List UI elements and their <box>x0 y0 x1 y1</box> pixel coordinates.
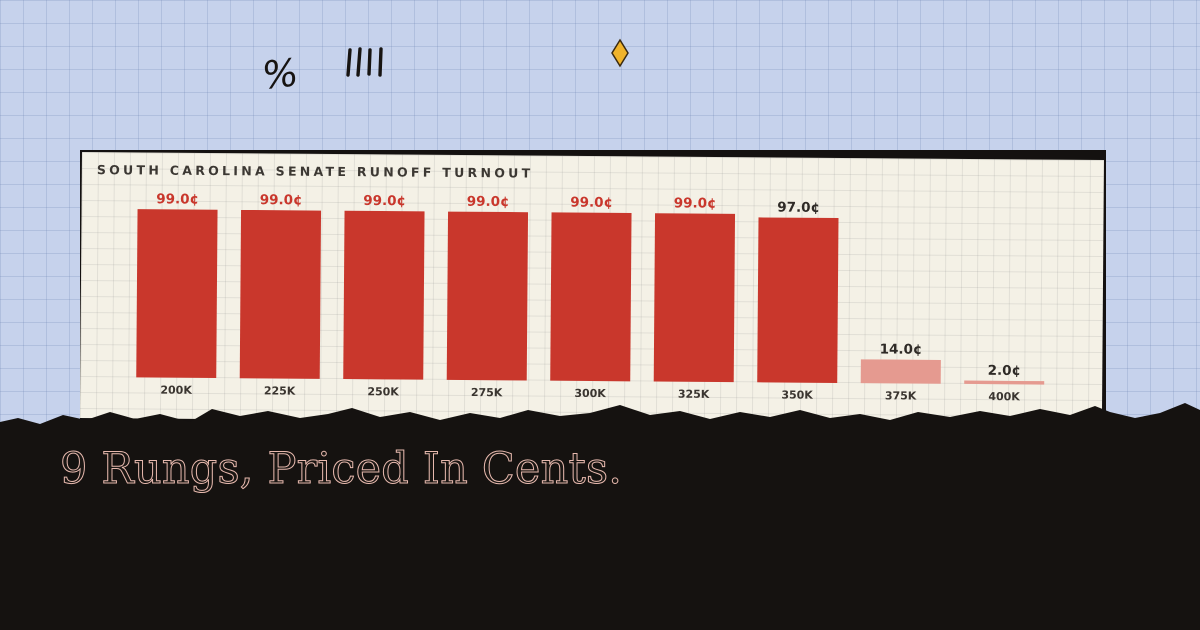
value-label-300K: 99.0¢ <box>570 195 613 211</box>
diamond-doodle <box>611 38 629 68</box>
value-label-225K: 99.0¢ <box>260 192 303 208</box>
torn-paper-band <box>0 403 1200 630</box>
value-label-375K: 14.0¢ <box>880 341 923 357</box>
value-label-325K: 99.0¢ <box>674 195 717 211</box>
category-label-325K: 325K <box>678 388 710 401</box>
headline: 9 Rungs, Priced In Cents. <box>59 444 623 495</box>
category-label-275K: 275K <box>471 386 503 399</box>
value-label-350K: 97.0¢ <box>777 200 820 216</box>
value-label-275K: 99.0¢ <box>467 194 510 210</box>
category-label-350K: 350K <box>781 389 813 402</box>
bar-375K <box>860 359 941 384</box>
category-label-250K: 250K <box>367 385 399 398</box>
chart-card: SOUTH CAROLINA SENATE RUNOFF TURNOUT 99.… <box>79 152 1104 427</box>
bar-250K <box>343 210 425 380</box>
category-label-200K: 200K <box>160 384 192 397</box>
bar-275K <box>446 211 529 381</box>
bar-225K <box>239 209 322 379</box>
category-label-400K: 400K <box>988 390 1020 403</box>
value-label-200K: 99.0¢ <box>156 191 199 207</box>
category-label-375K: 375K <box>885 389 917 402</box>
tally-marks-doodle <box>346 47 383 77</box>
bar-325K <box>653 213 736 383</box>
category-label-300K: 300K <box>574 387 606 400</box>
value-label-250K: 99.0¢ <box>363 193 406 209</box>
bar-400K <box>964 380 1045 385</box>
bar-200K <box>136 209 218 379</box>
category-label-225K: 225K <box>264 384 296 397</box>
bar-350K <box>757 217 839 383</box>
percent-doodle: % <box>259 50 301 98</box>
value-label-400K: 2.0¢ <box>988 363 1021 379</box>
bar-300K <box>550 212 632 382</box>
bar-chart: 99.0¢ 200K 99.0¢ 225K 99.0¢ 250K 99.0¢ 275K 99.0… <box>136 191 1045 403</box>
